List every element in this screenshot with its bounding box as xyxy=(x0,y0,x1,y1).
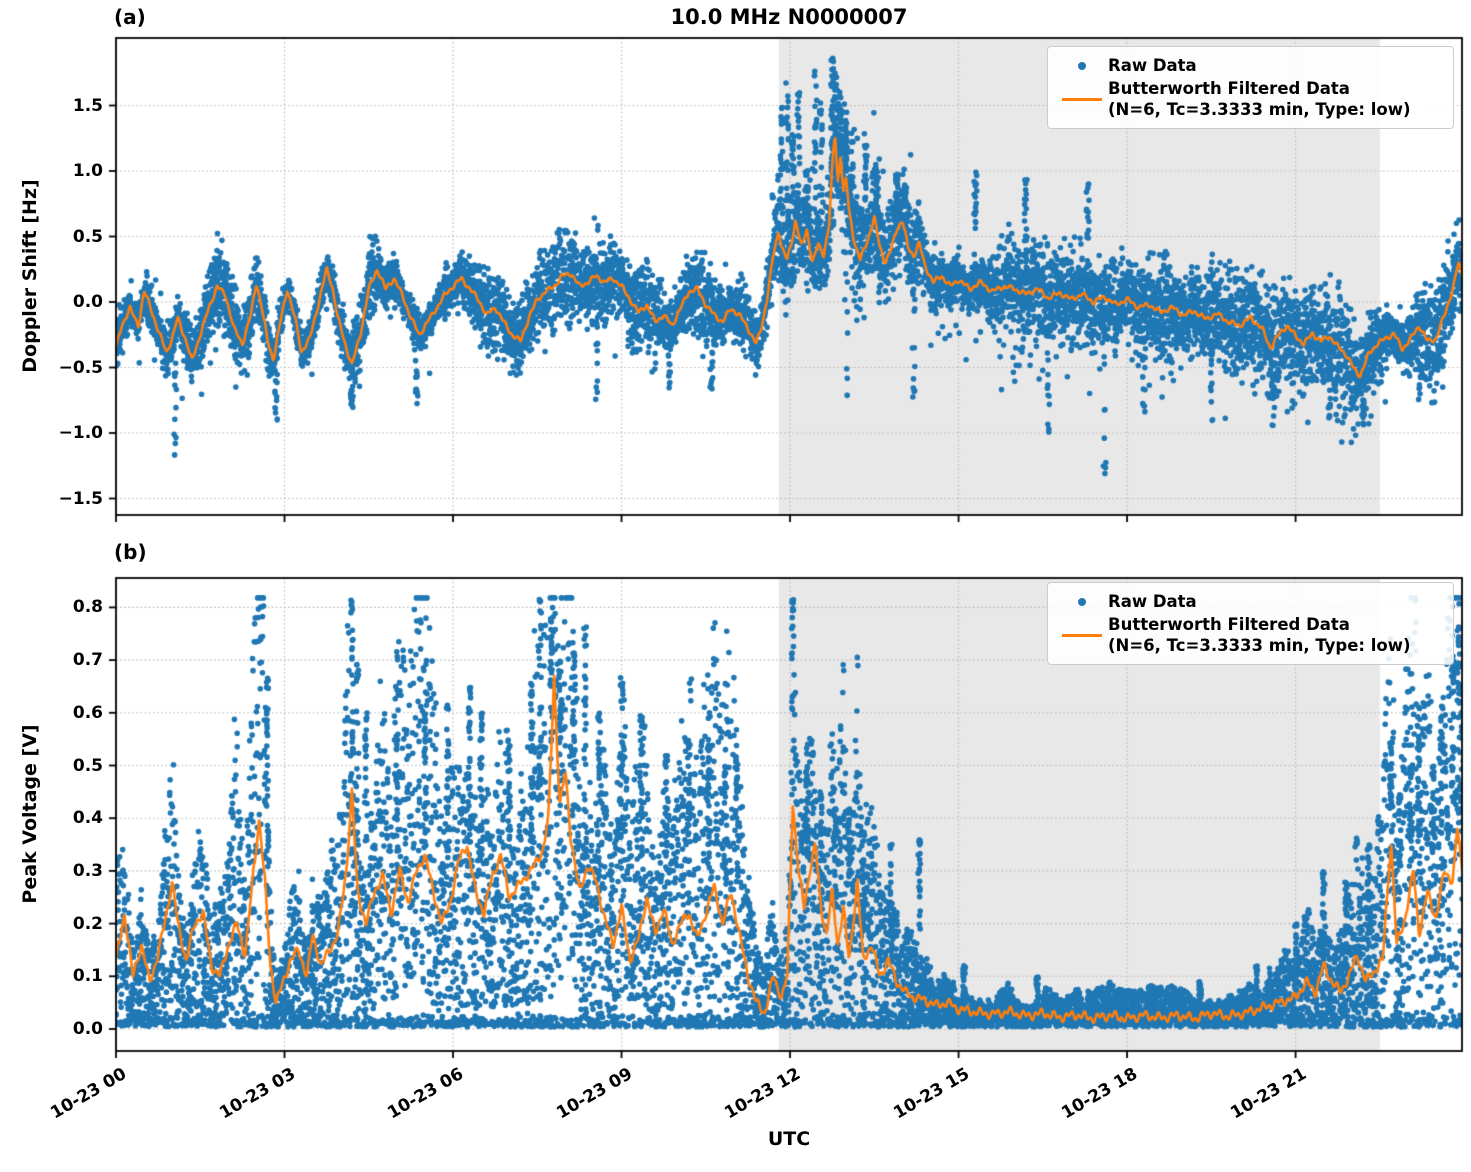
filtered-line-marker-icon xyxy=(1056,633,1108,637)
raw-data-marker-icon xyxy=(1056,597,1108,606)
figure-title: 10.0 MHz N0000007 xyxy=(670,5,908,29)
y-tick-label: 0.3 xyxy=(72,860,103,881)
y-tick-label: −1.5 xyxy=(58,488,103,509)
y-tick-label: 0.1 xyxy=(72,966,103,987)
y-tick-label: 0.2 xyxy=(72,913,103,934)
filtered-line-marker-icon xyxy=(1056,97,1108,101)
legend-row-raw: Raw Data xyxy=(1056,591,1445,612)
y-tick-label: 0.5 xyxy=(72,755,103,776)
y-tick-label: 0.5 xyxy=(72,226,103,247)
legend-filtered-label: Butterworth Filtered Data (N=6, Tc=3.3333… xyxy=(1108,615,1411,655)
panel-b-label: (b) xyxy=(114,540,147,564)
x-axis-label: UTC xyxy=(767,1128,811,1150)
raw-data-marker-icon xyxy=(1056,61,1108,70)
y-tick-label: 0.4 xyxy=(72,808,103,829)
y-tick-label: −0.5 xyxy=(58,357,103,378)
y-tick-label: 1.0 xyxy=(72,161,103,181)
y-tick-label: 1.5 xyxy=(72,95,103,116)
legend-filtered-label: Butterworth Filtered Data (N=6, Tc=3.3333… xyxy=(1108,79,1411,119)
y-tick-label: −1.0 xyxy=(58,423,103,443)
y-tick-label: 0.6 xyxy=(72,702,103,723)
legend-panel-b: Raw Data Butterworth Filtered Data (N=6, … xyxy=(1047,582,1454,665)
panel-a-label: (a) xyxy=(114,5,146,29)
legend-raw-label: Raw Data xyxy=(1108,56,1197,75)
legend-row-filtered: Butterworth Filtered Data (N=6, Tc=3.3333… xyxy=(1056,78,1445,120)
legend-raw-label: Raw Data xyxy=(1108,592,1197,611)
legend-row-raw: Raw Data xyxy=(1056,55,1445,76)
y-tick-label: 0.8 xyxy=(72,597,103,618)
y-tick-label: 0.0 xyxy=(72,1019,103,1039)
y-tick-label: 0.7 xyxy=(72,650,103,671)
legend-panel-a: Raw Data Butterworth Filtered Data (N=6, … xyxy=(1047,46,1454,129)
y-tick-label: 0.0 xyxy=(72,292,103,312)
y-axis-label-doppler: Doppler Shift [Hz] xyxy=(19,179,41,373)
legend-row-filtered: Butterworth Filtered Data (N=6, Tc=3.3333… xyxy=(1056,614,1445,656)
